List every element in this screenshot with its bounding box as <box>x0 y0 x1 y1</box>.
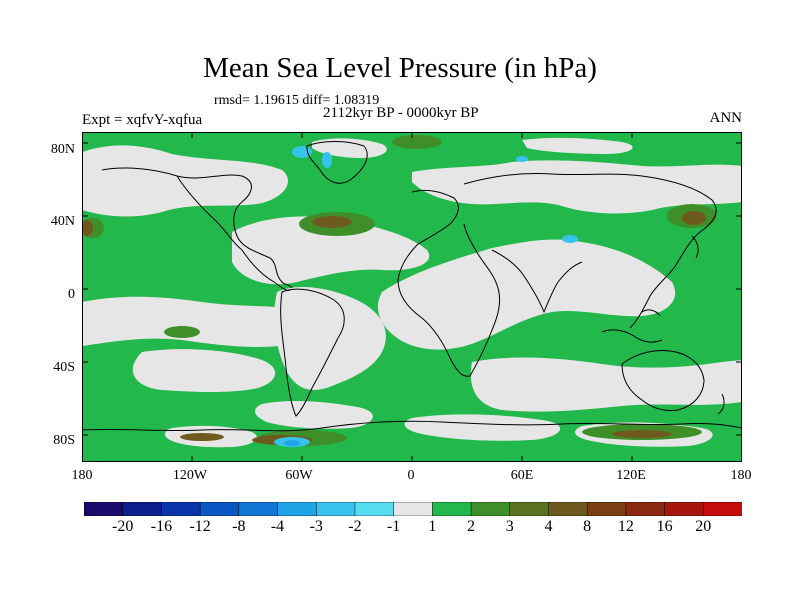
colorbar-tick-label: -3 <box>309 518 323 535</box>
colorbar-tick-label: 3 <box>505 518 514 535</box>
colorbar-swatch <box>664 502 705 516</box>
season-label: ANN <box>709 110 743 126</box>
colorbar-swatch <box>625 502 666 516</box>
colorbar-swatch <box>703 502 742 516</box>
colorbar-swatch <box>238 502 279 516</box>
colorbar-tick-label: 8 <box>583 518 592 535</box>
y-tick-label: 80N <box>50 142 75 157</box>
colorbar-tick-label: 4 <box>544 518 553 535</box>
colorbar-tick-label: -20 <box>112 518 134 535</box>
colorbar-swatch <box>393 502 434 516</box>
colorbar-swatch <box>548 502 588 516</box>
colorbar-swatch <box>586 502 627 516</box>
colorbar <box>84 502 742 516</box>
colorbar-tick-label: -2 <box>348 518 362 535</box>
colorbar-swatch <box>470 502 511 516</box>
colorbar-swatch <box>432 502 472 516</box>
chart-title: Mean Sea Level Pressure (in hPa) <box>203 52 597 84</box>
colorbar-tick-label: 12 <box>617 518 634 535</box>
period-label: 2112kyr BP - 0000kyr BP <box>323 105 479 121</box>
colorbar-tick-label: 16 <box>656 518 673 535</box>
colorbar-swatch <box>354 502 395 516</box>
x-tick-label: 120E <box>616 468 646 483</box>
colorbar-tick-label: -16 <box>150 518 173 535</box>
coastlines <box>82 141 742 432</box>
colorbar-swatch <box>315 502 356 516</box>
x-tick-label: 60W <box>285 468 313 483</box>
x-tick-label: 60E <box>510 468 534 483</box>
colorbar-swatch <box>199 502 240 516</box>
x-tick-label: 180 <box>71 468 93 483</box>
colorbar-tick-label: 2 <box>467 518 476 535</box>
x-tick-label: 0 <box>407 468 415 483</box>
colorbar-tick-label: 20 <box>695 518 712 535</box>
colorbar-tick-label: -12 <box>189 518 211 535</box>
y-tick-label: 40N <box>50 214 75 229</box>
colorbar-swatch <box>84 502 124 516</box>
x-tick-label: 180 <box>730 468 752 483</box>
colorbar-swatch <box>122 502 163 516</box>
y-tick-label: 80S <box>53 433 75 448</box>
colorbar-swatch <box>161 502 201 516</box>
experiment-label: Expt = xqfvY-xqfua <box>82 112 203 128</box>
x-tick-label: 120W <box>172 468 208 483</box>
y-tick-label: 40S <box>53 360 75 375</box>
colorbar-swatch <box>277 502 317 516</box>
rmsd-diff-stats: rmsd= 1.19615 diff= 1.08319 <box>214 93 380 108</box>
negative-strong-regions <box>284 440 300 446</box>
axis-ticks <box>82 132 742 462</box>
colorbar-tick-label: -1 <box>386 518 401 535</box>
colorbar-tick-label: -4 <box>270 518 285 535</box>
colorbar-swatch <box>509 502 550 516</box>
pressure-difference-map <box>82 132 742 462</box>
y-tick-label: 0 <box>68 287 75 302</box>
colorbar-tick-label: 1 <box>428 518 437 535</box>
colorbar-tick-label: -8 <box>232 518 246 535</box>
